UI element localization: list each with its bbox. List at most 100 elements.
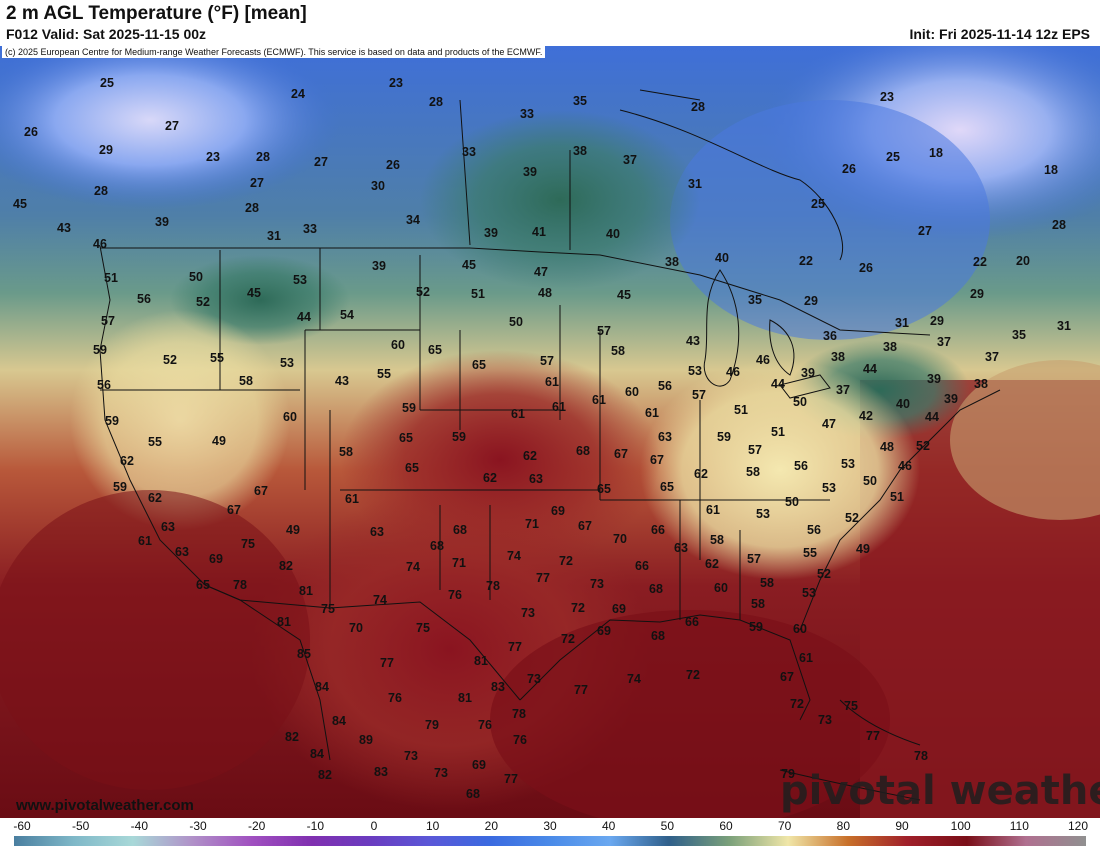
colorbar-tick-label: -20: [247, 819, 266, 833]
pivotal-weather-logo: pivotal weather: [780, 768, 1100, 814]
temperature-value: 74: [373, 593, 387, 607]
temperature-value: 27: [918, 224, 932, 238]
temperature-value: 28: [245, 201, 259, 215]
colorbar-tick-label: 110: [1009, 819, 1029, 833]
temperature-value: 61: [799, 651, 813, 665]
temperature-value: 37: [985, 350, 999, 364]
temperature-value: 59: [113, 480, 127, 494]
temperature-value: 51: [890, 490, 904, 504]
temperature-value: 66: [651, 523, 665, 537]
temperature-value: 28: [94, 184, 108, 198]
temperature-value: 28: [256, 150, 270, 164]
temperature-value: 22: [973, 255, 987, 269]
temperature-value: 75: [844, 699, 858, 713]
temperature-value: 39: [523, 165, 537, 179]
temperature-value: 52: [416, 285, 430, 299]
temperature-value: 58: [751, 597, 765, 611]
temperature-value: 25: [100, 76, 114, 90]
temperature-value: 59: [402, 401, 416, 415]
temperature-value: 74: [627, 672, 641, 686]
green-belt-central: [420, 110, 700, 290]
temperature-value: 50: [785, 495, 799, 509]
temperature-value: 68: [651, 629, 665, 643]
temperature-value: 55: [210, 351, 224, 365]
temperature-value: 69: [597, 624, 611, 638]
colorbar-tick-label: 70: [777, 819, 792, 833]
mild-east-field: [640, 360, 920, 580]
temperature-value: 43: [57, 221, 71, 235]
colorbar-tick-label: 30: [543, 819, 557, 833]
caribbean-islands: [779, 699, 921, 801]
mild-west-field: [70, 310, 290, 530]
temperature-value: 50: [863, 474, 877, 488]
temperature-value: 73: [527, 672, 541, 686]
temperature-value: 60: [391, 338, 405, 352]
temperature-value: 69: [472, 758, 486, 772]
temperature-value: 47: [534, 265, 548, 279]
temperature-value: 28: [691, 100, 705, 114]
temperature-value: 75: [241, 537, 255, 551]
temperature-map[interactable]: 25 23 24 28 35 33 28 23 27 26 29 23 28 27 26 33 38 37 25 18…: [0, 46, 1100, 818]
temperature-value: 71: [525, 517, 539, 531]
temperature-value: 51: [104, 271, 118, 285]
temperature-value: 63: [529, 472, 543, 486]
temperature-value: 59: [717, 430, 731, 444]
temperature-value: 57: [692, 388, 706, 402]
temperature-value: 44: [925, 410, 939, 424]
temperature-value: 26: [859, 261, 873, 275]
temperature-value: 67: [227, 503, 241, 517]
temperature-value: 23: [389, 76, 403, 90]
temperature-value: 25: [886, 150, 900, 164]
temperature-value: 52: [916, 439, 930, 453]
temperature-value: 55: [148, 435, 162, 449]
temperature-value: 68: [430, 539, 444, 553]
temperature-value: 72: [561, 632, 575, 646]
temperature-value: 60: [793, 622, 807, 636]
colorbar-tick-label: -30: [189, 819, 207, 833]
temperature-value: 57: [540, 354, 554, 368]
temperature-value: 81: [458, 691, 472, 705]
temperature-value: 74: [507, 549, 521, 563]
temperature-value: 65: [660, 480, 674, 494]
colorbar-tick-label: -40: [130, 819, 148, 833]
temperature-value: 48: [538, 286, 552, 300]
temperature-value: 52: [163, 353, 177, 367]
colorbar-tick-label: 0: [370, 819, 378, 833]
temperature-value: 81: [299, 584, 313, 598]
temperature-value: 82: [318, 768, 332, 782]
temperature-value: 78: [914, 749, 928, 763]
temperature-value: 43: [335, 374, 349, 388]
init-time: Init: Fri 2025-11-14 12z EPS: [909, 26, 1090, 42]
colorbar-tick-label: 90: [895, 819, 909, 833]
temperature-value: 59: [749, 620, 763, 634]
temperature-value: 68: [649, 582, 663, 596]
temperature-value: 56: [137, 292, 151, 306]
temperature-value: 65: [472, 358, 486, 372]
colorbar-tick-label: 100: [950, 819, 971, 833]
temperature-value: 61: [545, 375, 559, 389]
cold-northwest-field: [0, 46, 340, 210]
temperature-value: 44: [771, 377, 785, 391]
temperature-value: 37: [937, 335, 951, 349]
temperature-value: 49: [856, 542, 870, 556]
temperature-value: 61: [552, 400, 566, 414]
atlantic-transition-field: [950, 360, 1100, 520]
temperature-value: 66: [685, 615, 699, 629]
temperature-value: 77: [508, 640, 522, 654]
temperature-value: 50: [189, 270, 203, 284]
temperature-value: 52: [196, 295, 210, 309]
temperature-value: 54: [340, 308, 354, 322]
temperature-value: 65: [428, 343, 442, 357]
temperature-value: 53: [688, 364, 702, 378]
temperature-value: 53: [293, 273, 307, 287]
temperature-value: 74: [406, 560, 420, 574]
temperature-value: 81: [277, 615, 291, 629]
temperature-values: 25 23 24 28 35 33 28 23 27 26 29 23 28 27 26 33 38 37 25 18…: [13, 76, 1071, 801]
temperature-value: 85: [297, 647, 311, 661]
temperature-value: 77: [536, 571, 550, 585]
site-url[interactable]: www.pivotalweather.com: [16, 797, 194, 814]
temperature-value: 38: [573, 144, 587, 158]
temperature-value: 83: [491, 680, 505, 694]
temperature-value: 61: [592, 393, 606, 407]
temperature-value: 31: [267, 229, 281, 243]
